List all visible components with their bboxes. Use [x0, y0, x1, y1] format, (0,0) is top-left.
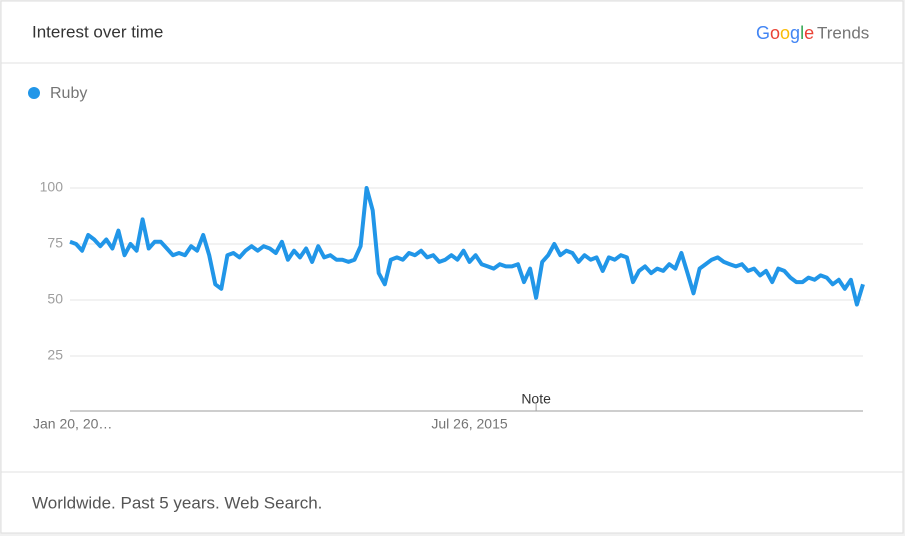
footer-text: Worldwide. Past 5 years. Web Search.	[32, 493, 322, 512]
y-tick-label: 100	[40, 179, 64, 195]
annotation: Note	[521, 391, 551, 407]
brand-logo: Google	[756, 23, 814, 43]
y-tick-label: 50	[47, 291, 63, 307]
brand-product: Trends	[817, 23, 869, 42]
line-series	[69, 186, 865, 307]
card-title: Interest over time	[32, 22, 163, 41]
legend-swatch	[28, 87, 40, 99]
y-tick-label: 25	[47, 347, 63, 363]
x-tick-label: Jul 26, 2015	[431, 416, 507, 432]
x-tick-label: Jan 20, 20…	[33, 416, 112, 432]
y-tick-label: 75	[47, 235, 63, 251]
legend-label[interactable]: Ruby	[50, 85, 87, 102]
